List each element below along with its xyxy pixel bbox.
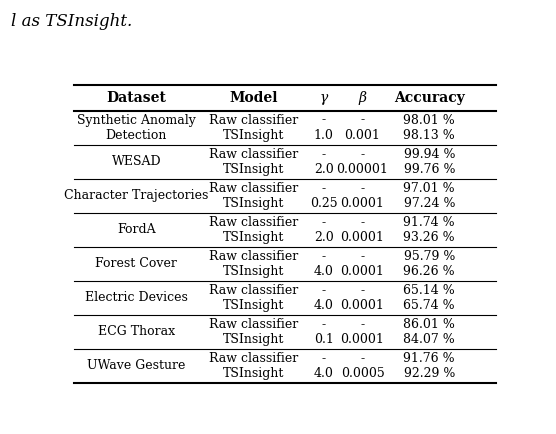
Text: 97.01 %: 97.01 % [404, 182, 455, 195]
Text: 96.26 %: 96.26 % [404, 265, 455, 278]
Text: Dataset: Dataset [106, 91, 166, 105]
Text: 99.76 %: 99.76 % [404, 163, 455, 176]
Text: 92.29 %: 92.29 % [404, 367, 455, 380]
Text: Raw classifier: Raw classifier [209, 148, 299, 161]
Text: 65.74 %: 65.74 % [404, 299, 455, 312]
Text: Accuracy: Accuracy [394, 91, 465, 105]
Text: l as TSInsight.: l as TSInsight. [11, 13, 132, 30]
Text: TSInsight: TSInsight [223, 128, 285, 141]
Text: 86.01 %: 86.01 % [403, 318, 455, 331]
Text: 0.00001: 0.00001 [336, 163, 389, 176]
Text: TSInsight: TSInsight [223, 265, 285, 278]
Text: 0.0001: 0.0001 [341, 333, 384, 346]
Text: WESAD: WESAD [111, 155, 161, 168]
Text: Electric Devices: Electric Devices [85, 291, 188, 304]
Text: 0.0001: 0.0001 [341, 197, 384, 210]
Text: -: - [322, 250, 326, 263]
Text: 97.24 %: 97.24 % [404, 197, 455, 210]
Text: 98.01 %: 98.01 % [404, 114, 455, 127]
Text: -: - [322, 114, 326, 127]
Text: Raw classifier: Raw classifier [209, 318, 299, 331]
Text: -: - [360, 114, 365, 127]
Text: 93.26 %: 93.26 % [404, 231, 455, 244]
Text: β: β [359, 91, 366, 105]
Text: 91.74 %: 91.74 % [404, 216, 455, 229]
Text: 99.94 %: 99.94 % [404, 148, 455, 161]
Text: 65.14 %: 65.14 % [404, 284, 455, 297]
Text: ECG Thorax: ECG Thorax [98, 326, 175, 339]
Text: 4.0: 4.0 [314, 265, 334, 278]
Text: Character Trajectories: Character Trajectories [64, 189, 208, 202]
Text: TSInsight: TSInsight [223, 231, 285, 244]
Text: γ: γ [320, 91, 328, 105]
Text: -: - [360, 250, 365, 263]
Text: Raw classifier: Raw classifier [209, 250, 299, 263]
Text: TSInsight: TSInsight [223, 299, 285, 312]
Text: 84.07 %: 84.07 % [404, 333, 455, 346]
Text: 0.0001: 0.0001 [341, 265, 384, 278]
Text: TSInsight: TSInsight [223, 333, 285, 346]
Text: FordA: FordA [117, 223, 156, 236]
Text: 0.001: 0.001 [345, 128, 380, 141]
Text: TSInsight: TSInsight [223, 197, 285, 210]
Text: -: - [360, 148, 365, 161]
Text: 1.0: 1.0 [314, 128, 334, 141]
Text: Synthetic Anomaly: Synthetic Anomaly [77, 114, 196, 127]
Text: Model: Model [230, 91, 278, 105]
Text: 0.25: 0.25 [310, 197, 337, 210]
Text: -: - [322, 284, 326, 297]
Text: 98.13 %: 98.13 % [404, 128, 455, 141]
Text: -: - [360, 182, 365, 195]
Text: TSInsight: TSInsight [223, 367, 285, 380]
Text: Raw classifier: Raw classifier [209, 182, 299, 195]
Text: 4.0: 4.0 [314, 367, 334, 380]
Text: -: - [322, 182, 326, 195]
Text: Raw classifier: Raw classifier [209, 352, 299, 365]
Text: 95.79 %: 95.79 % [404, 250, 455, 263]
Text: UWave Gesture: UWave Gesture [87, 359, 186, 372]
Text: -: - [360, 352, 365, 365]
Text: 91.76 %: 91.76 % [404, 352, 455, 365]
Text: 4.0: 4.0 [314, 299, 334, 312]
Text: -: - [322, 148, 326, 161]
Text: 0.0001: 0.0001 [341, 299, 384, 312]
Text: 2.0: 2.0 [314, 163, 334, 176]
Text: -: - [322, 318, 326, 331]
Text: 0.0005: 0.0005 [341, 367, 384, 380]
Text: -: - [360, 216, 365, 229]
Text: 0.1: 0.1 [314, 333, 334, 346]
Text: -: - [322, 352, 326, 365]
Text: -: - [360, 318, 365, 331]
Text: Forest Cover: Forest Cover [95, 257, 177, 270]
Text: Detection: Detection [106, 128, 167, 141]
Text: -: - [322, 216, 326, 229]
Text: Raw classifier: Raw classifier [209, 284, 299, 297]
Text: 2.0: 2.0 [314, 231, 334, 244]
Text: TSInsight: TSInsight [223, 163, 285, 176]
Text: 0.0001: 0.0001 [341, 231, 384, 244]
Text: Raw classifier: Raw classifier [209, 216, 299, 229]
Text: Raw classifier: Raw classifier [209, 114, 299, 127]
Text: -: - [360, 284, 365, 297]
